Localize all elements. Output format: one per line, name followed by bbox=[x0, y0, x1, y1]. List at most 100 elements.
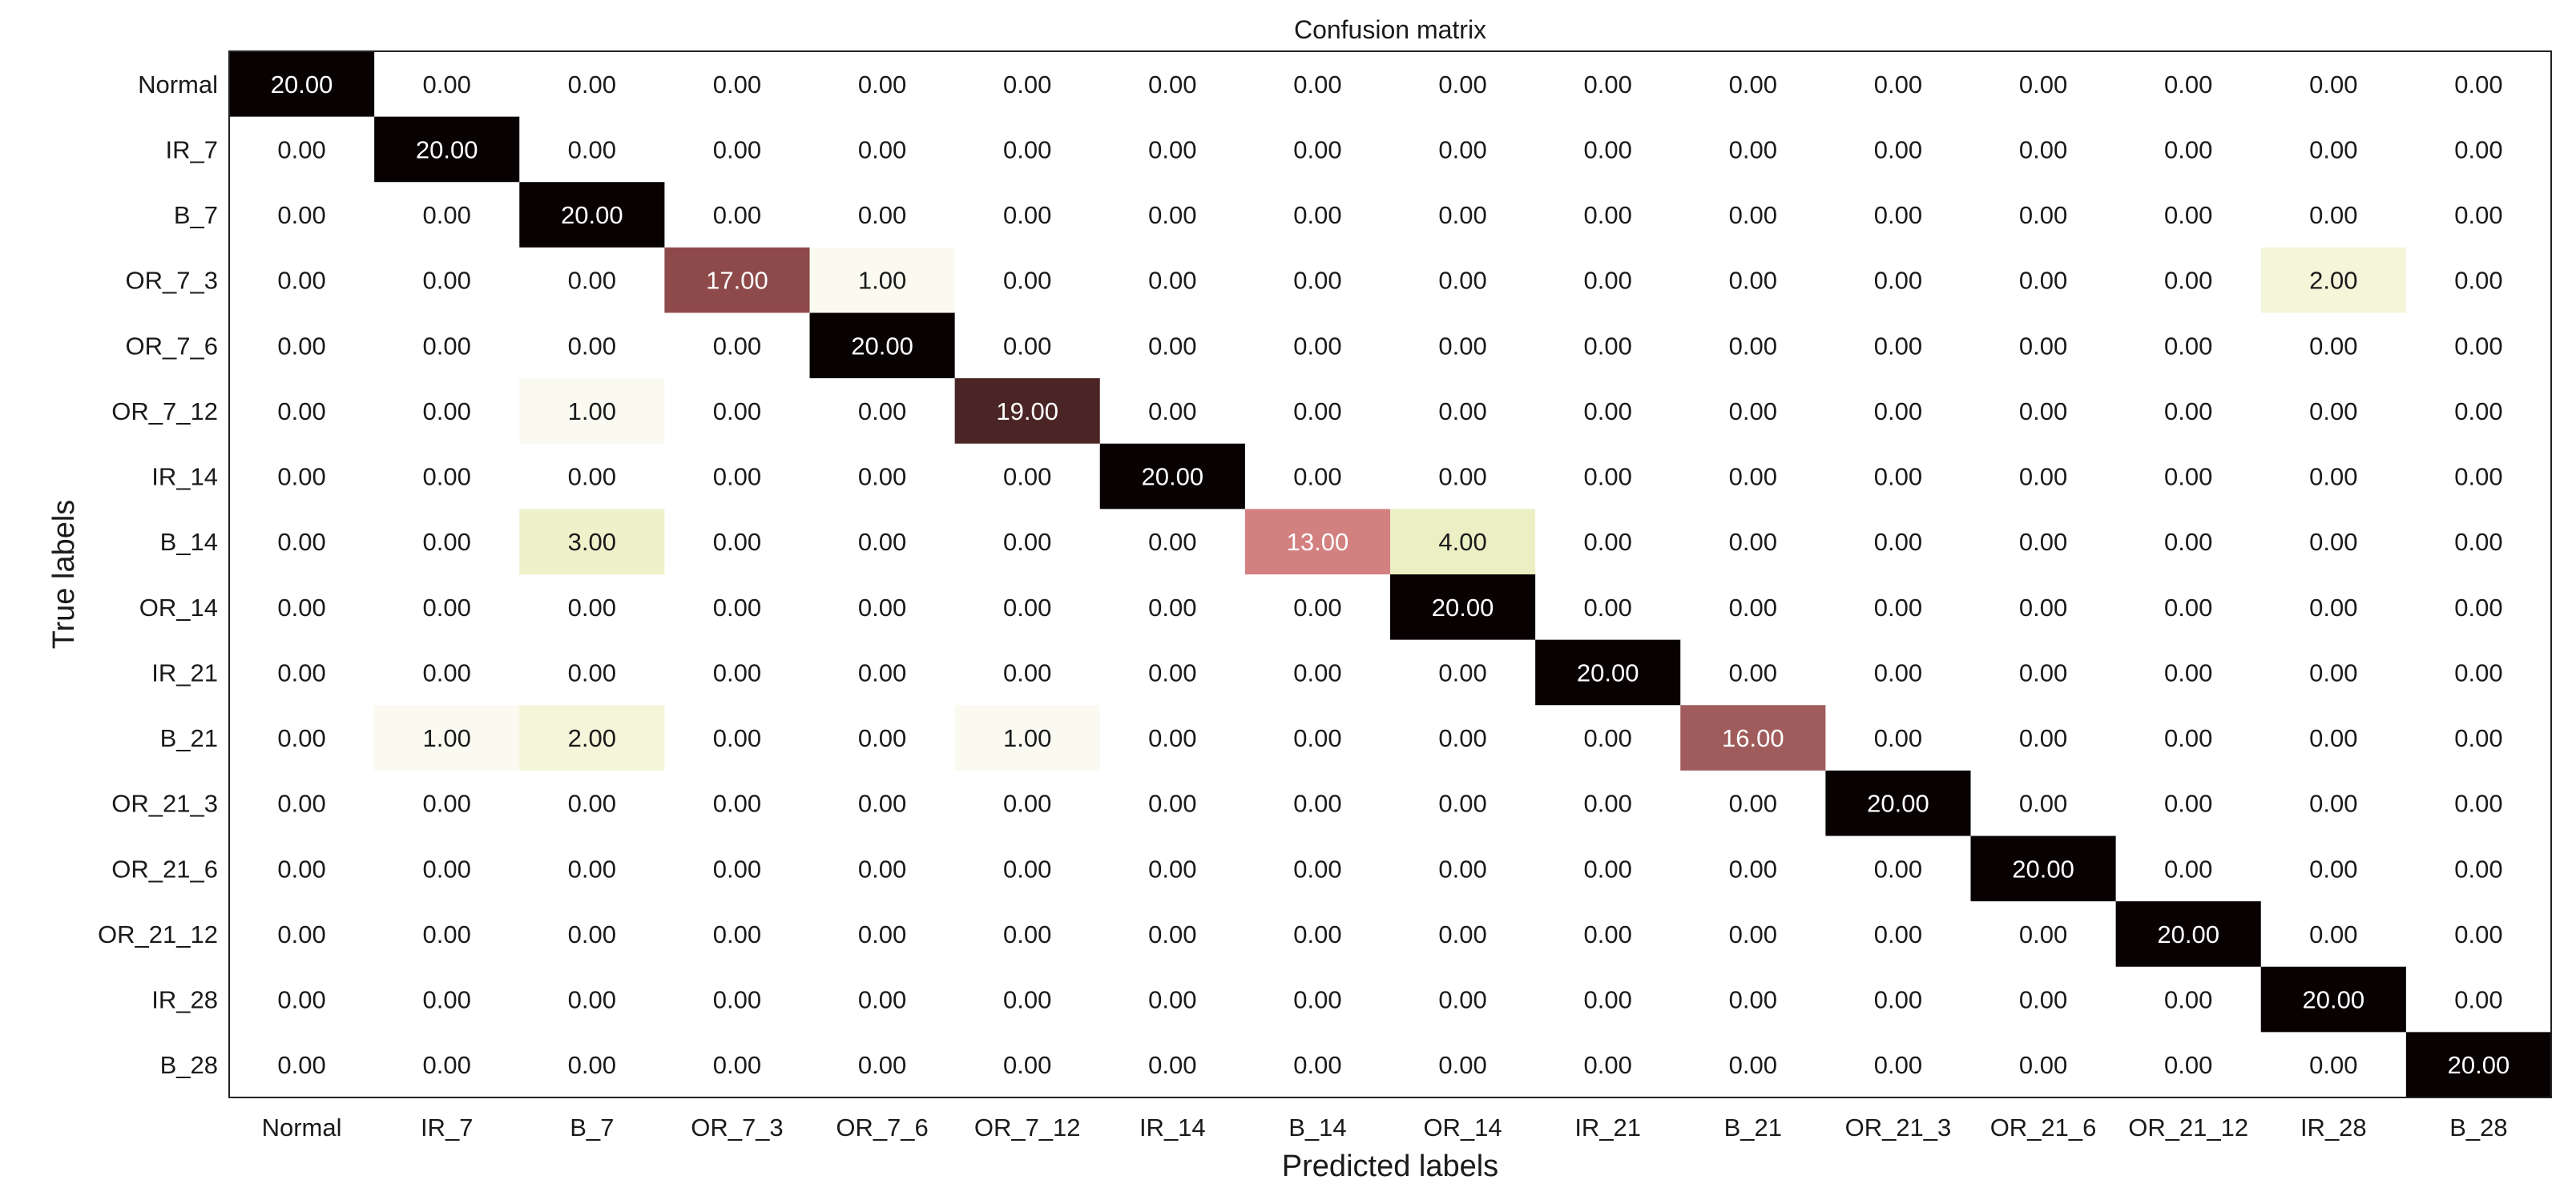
heatmap-cell-OR_7_12-OR_21_6 bbox=[1970, 378, 2117, 445]
heatmap-cell-IR_14-B_28 bbox=[2405, 443, 2552, 509]
heatmap-cell-OR_7_6-B_14 bbox=[1244, 312, 1391, 379]
cell-value-label: 0.00 bbox=[1874, 135, 1922, 163]
heatmap-cell-OR_14-OR_7_6 bbox=[809, 574, 956, 641]
heatmap-cell-OR_14-B_14 bbox=[1244, 574, 1391, 641]
heatmap-cell-IR_7-IR_21 bbox=[1535, 116, 1681, 183]
cell-value-label: 0.00 bbox=[1874, 201, 1922, 229]
cell-value-label: 0.00 bbox=[568, 135, 616, 163]
heatmap-cell-IR_7-OR_21_12 bbox=[2115, 116, 2262, 183]
cell-value-label: 0.00 bbox=[1148, 397, 1196, 425]
cell-value-label: 0.00 bbox=[277, 397, 325, 425]
cell-value-label: 0.00 bbox=[277, 332, 325, 360]
heatmap-cell-OR_7_3-OR_14 bbox=[1390, 247, 1536, 314]
cell-value-label: 0.00 bbox=[568, 594, 616, 622]
cell-value-label: 0.00 bbox=[1438, 855, 1486, 883]
cell-value-label: 0.00 bbox=[1438, 70, 1486, 99]
cell-value-label: 0.00 bbox=[1729, 70, 1777, 99]
heatmap-cell-IR_28-OR_21_12 bbox=[2115, 966, 2262, 1033]
cell-value-label: 0.00 bbox=[1148, 135, 1196, 163]
cell-value-label: 0.00 bbox=[568, 1051, 616, 1079]
heatmap-cell-B_14-OR_21_12 bbox=[2115, 509, 2262, 575]
heatmap-cell-OR_7_12-Normal bbox=[229, 378, 375, 445]
heatmap-cell-Normal-IR_14 bbox=[1099, 51, 1246, 118]
cell-value-label: 0.00 bbox=[2164, 332, 2212, 360]
heatmap-cell-IR_28-OR_14 bbox=[1390, 966, 1536, 1033]
heatmap-cell-B_28-OR_7_6 bbox=[809, 1032, 956, 1098]
heatmap-cell-OR_7_6-OR_7_6 bbox=[809, 312, 956, 379]
plot-frame bbox=[228, 50, 2552, 1098]
x-tick-label: B_7 bbox=[570, 1113, 614, 1142]
cell-value-label: 0.00 bbox=[2454, 463, 2502, 491]
heatmap-cell-OR_7_3-IR_21 bbox=[1535, 247, 1681, 314]
cell-value-label: 0.00 bbox=[858, 920, 906, 948]
heatmap-cell-OR_7_12-IR_21 bbox=[1535, 378, 1681, 445]
heatmap-cell-B_14-OR_7_6 bbox=[809, 509, 956, 575]
cell-value-label: 0.00 bbox=[1438, 397, 1486, 425]
heatmap-cell-OR_7_6-IR_21 bbox=[1535, 312, 1681, 379]
heatmap-cell-OR_7_3-OR_7_3 bbox=[664, 247, 811, 314]
cell-value-label: 0.00 bbox=[1438, 658, 1486, 687]
cell-value-label: 0.00 bbox=[2454, 397, 2502, 425]
cell-value-label: 0.00 bbox=[2019, 528, 2067, 556]
heatmap-cell-IR_28-IR_28 bbox=[2260, 966, 2407, 1033]
y-tick-label: OR_7_3 bbox=[126, 267, 218, 295]
cell-value-label: 0.00 bbox=[1729, 332, 1777, 360]
cell-value-label: 0.00 bbox=[858, 724, 906, 752]
cell-value-label: 0.00 bbox=[1003, 986, 1051, 1014]
heatmap-cell-B_14-Normal bbox=[229, 509, 375, 575]
cell-value-label: 4.00 bbox=[1438, 528, 1486, 556]
heatmap-cell-IR_14-IR_7 bbox=[374, 443, 520, 509]
heatmap-cell-OR_21_12-OR_7_3 bbox=[664, 901, 811, 968]
cell-value-label: 0.00 bbox=[568, 855, 616, 883]
heatmap-cell-B_28-B_28 bbox=[2405, 1032, 2552, 1098]
cell-value-label: 0.00 bbox=[2309, 528, 2357, 556]
heatmap-cell-OR_7_12-B_7 bbox=[519, 378, 665, 445]
cell-value-label: 0.00 bbox=[2164, 201, 2212, 229]
heatmap-cell-B_28-IR_7 bbox=[374, 1032, 520, 1098]
heatmap-cell-OR_21_12-IR_14 bbox=[1099, 901, 1246, 968]
heatmap-cell-OR_7_12-OR_7_3 bbox=[664, 378, 811, 445]
heatmap-cell-IR_28-Normal bbox=[229, 966, 375, 1033]
heatmap-cell-OR_7_12-IR_7 bbox=[374, 378, 520, 445]
heatmap-cell-B_28-Normal bbox=[229, 1032, 375, 1098]
heatmap-cell-IR_21-OR_7_12 bbox=[954, 639, 1101, 706]
cell-value-label: 0.00 bbox=[713, 332, 761, 360]
cell-value-label: 0.00 bbox=[1293, 135, 1341, 163]
heatmap-cell-OR_21_6-B_14 bbox=[1244, 836, 1391, 902]
cell-value-label: 20.00 bbox=[2303, 986, 2365, 1014]
heatmap-cell-IR_7-OR_21_3 bbox=[1825, 116, 1972, 183]
cell-value-label: 0.00 bbox=[277, 724, 325, 752]
cell-value-label: 0.00 bbox=[423, 920, 471, 948]
heatmap-cell-B_7-B_28 bbox=[2405, 182, 2552, 248]
cell-value-label: 0.00 bbox=[2309, 855, 2357, 883]
x-tick-label: IR_7 bbox=[421, 1113, 473, 1142]
y-tick-label: IR_28 bbox=[151, 986, 218, 1014]
heatmap-cell-B_7-OR_21_6 bbox=[1970, 182, 2117, 248]
heatmap-cell-OR_7_6-B_28 bbox=[2405, 312, 2552, 379]
cell-value-label: 0.00 bbox=[1003, 594, 1051, 622]
heatmap-cell-IR_21-IR_14 bbox=[1099, 639, 1246, 706]
cell-value-label: 0.00 bbox=[1729, 594, 1777, 622]
heatmap-cell-OR_21_12-IR_7 bbox=[374, 901, 520, 968]
heatmap-cell-IR_14-IR_28 bbox=[2260, 443, 2407, 509]
x-axis-tick-labels: Normal IR_7 B_7 OR_7_3 OR_7_6 OR_7_12 IR_14 B_1… bbox=[262, 1113, 2508, 1142]
heatmap-cell-OR_7_12-OR_7_6 bbox=[809, 378, 956, 445]
cell-value-label: 0.00 bbox=[1293, 70, 1341, 99]
heatmap-cell-IR_7-OR_7_12 bbox=[954, 116, 1101, 183]
heatmap-cell-OR_7_6-OR_7_12 bbox=[954, 312, 1101, 379]
heatmap-cell-B_7-OR_7_12 bbox=[954, 182, 1101, 248]
cell-value-label: 0.00 bbox=[2309, 463, 2357, 491]
heatmap-cell-OR_21_3-IR_14 bbox=[1099, 770, 1246, 837]
cell-value-label: 0.00 bbox=[1148, 790, 1196, 818]
y-tick-label: IR_14 bbox=[151, 463, 218, 491]
heatmap-cell-B_28-IR_28 bbox=[2260, 1032, 2407, 1098]
heatmap-cell-IR_7-OR_21_6 bbox=[1970, 116, 2117, 183]
heatmap-cell-IR_28-OR_21_6 bbox=[1970, 966, 2117, 1033]
cell-value-label: 0.00 bbox=[1293, 397, 1341, 425]
cell-value-label: 0.00 bbox=[1438, 920, 1486, 948]
cell-value-label: 0.00 bbox=[1293, 986, 1341, 1014]
cell-value-label: 20.00 bbox=[561, 201, 623, 229]
heatmap-cell-IR_14-OR_7_6 bbox=[809, 443, 956, 509]
heatmap-cell-OR_7_12-B_14 bbox=[1244, 378, 1391, 445]
